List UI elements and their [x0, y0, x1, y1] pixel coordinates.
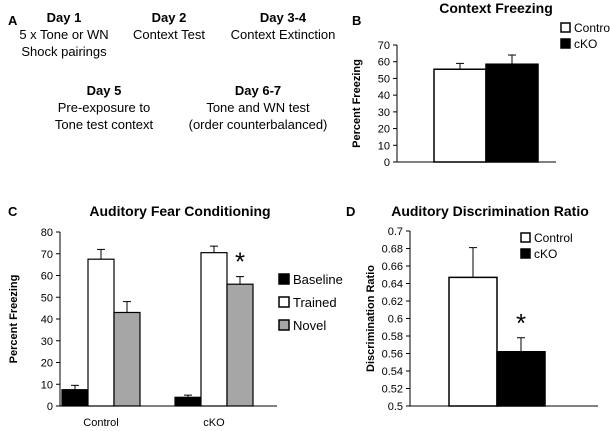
bar-control	[433, 68, 487, 163]
x-tick-label: Control	[83, 417, 118, 429]
y-tick-label: 0.66	[382, 261, 403, 273]
y-tick-label: 40	[41, 314, 53, 326]
protocol-day-label: Day 3-4	[260, 10, 307, 25]
chart-title: Auditory Fear Conditioning	[89, 203, 270, 219]
y-tick-label: 30	[378, 107, 390, 119]
y-tick-label: 60	[41, 271, 53, 283]
panel-letter-d: D	[346, 204, 355, 219]
bar-control-trained	[87, 258, 115, 407]
protocol-step-text: 5 x Tone or WN	[19, 27, 108, 42]
bar-control	[448, 276, 498, 407]
protocol-step-text: Pre-exposure to	[58, 100, 151, 115]
y-tick-label: 70	[378, 40, 390, 52]
protocol-day-label: Day 2	[152, 10, 187, 25]
legend-swatch-cko	[520, 248, 531, 259]
protocol-step-text: Tone test context	[55, 117, 154, 132]
bar-control-baseline	[61, 389, 89, 407]
y-tick-label: 10	[41, 379, 53, 391]
panel-letter-b: B	[352, 13, 361, 28]
y-tick-label: 80	[41, 227, 53, 239]
protocol-step-text: (order counterbalanced)	[189, 117, 328, 132]
y-tick-label: 0	[47, 401, 53, 413]
bar-cko	[485, 63, 539, 163]
legend-label: cKO	[574, 37, 597, 51]
protocol-step-text: Context Extinction	[231, 27, 336, 42]
protocol-day-label: Day 5	[87, 83, 122, 98]
legend-swatch-novel	[278, 319, 290, 331]
legend-label: Novel	[293, 318, 326, 333]
x-tick-label: cKO	[203, 417, 225, 429]
y-tick-label: 30	[41, 336, 53, 348]
protocol-day-label: Day 1	[47, 10, 82, 25]
protocol-step-text: Shock pairings	[21, 44, 107, 59]
y-tick-label: 20	[41, 358, 53, 370]
y-axis-label: Percent Freezing	[8, 275, 20, 364]
y-tick-label: 0.52	[382, 384, 403, 396]
legend-label: Trained	[293, 295, 337, 310]
bar-control-novel	[113, 311, 141, 407]
protocol-day-label: Day 6-7	[235, 83, 281, 98]
legend-label: cKO	[534, 247, 557, 261]
legend-swatch-control	[560, 22, 571, 33]
panel-letter-a: A	[8, 13, 18, 28]
protocol-step-text: Context Test	[133, 27, 205, 42]
bar-cko-novel	[226, 283, 254, 407]
bar-cko-baseline	[174, 396, 202, 407]
significance-asterisk: *	[235, 247, 245, 277]
bar-cko	[496, 351, 546, 407]
y-tick-label: 0.64	[382, 279, 403, 291]
legend-swatch-control	[520, 232, 531, 243]
y-tick-label: 50	[41, 292, 53, 304]
legend-label: Control	[574, 21, 610, 35]
significance-asterisk: *	[516, 308, 526, 338]
y-tick-label: 50	[378, 73, 390, 85]
y-tick-label: 0.56	[382, 349, 403, 361]
legend-swatch-baseline	[278, 273, 290, 285]
y-tick-label: 0	[384, 157, 390, 169]
y-tick-label: 0.62	[382, 296, 403, 308]
y-tick-label: 20	[378, 124, 390, 136]
y-tick-label: 0.6	[388, 314, 403, 326]
bar-cko-trained	[200, 252, 228, 407]
legend-swatch-cko	[560, 38, 571, 49]
y-tick-label: 0.7	[388, 226, 403, 238]
y-tick-label: 10	[378, 140, 390, 152]
chart-title: Auditory Discrimination Ratio	[391, 203, 589, 219]
y-axis-label: Percent Freezing	[351, 59, 363, 148]
chart-title: Context Freezing	[439, 0, 553, 16]
legend-label: Baseline	[293, 272, 343, 287]
legend-swatch-trained	[278, 296, 290, 308]
y-tick-label: 0.54	[382, 366, 403, 378]
y-tick-label: 0.58	[382, 331, 403, 343]
legend-label: Control	[534, 231, 573, 245]
panel-letter-c: C	[8, 204, 18, 219]
y-tick-label: 60	[378, 57, 390, 69]
y-tick-label: 70	[41, 249, 53, 261]
y-tick-label: 0.5	[388, 401, 403, 413]
y-tick-label: 40	[378, 90, 390, 102]
y-tick-label: 0.68	[382, 244, 403, 256]
protocol-step-text: Tone and WN test	[206, 100, 310, 115]
y-axis-label: Discrimination Ratio	[365, 265, 377, 372]
